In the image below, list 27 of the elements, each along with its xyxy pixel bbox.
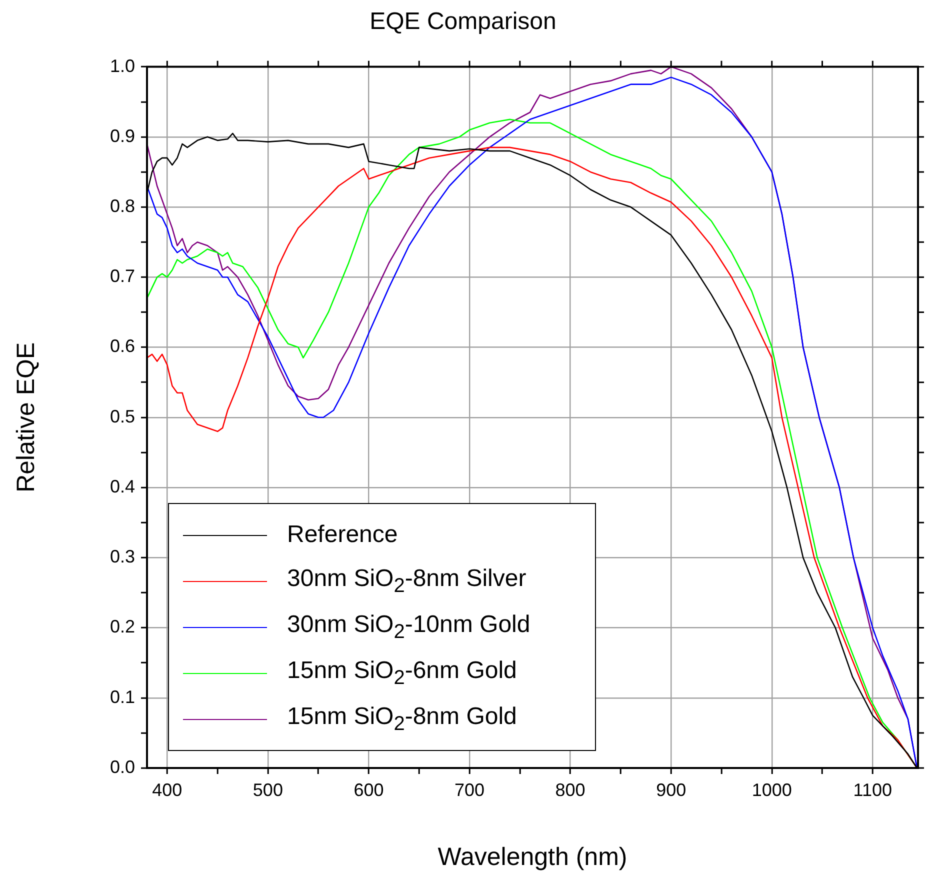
x-tick-label: 1000 — [752, 780, 792, 800]
legend-label: Reference — [287, 521, 398, 549]
y-tick-label: 1.0 — [110, 56, 135, 76]
legend-label: 15nm SiO$_{2}$-8nm Gold — [287, 702, 517, 736]
x-axis-title: Wavelength (nm) — [438, 842, 628, 871]
x-tick-label: 900 — [656, 780, 686, 800]
y-axis-title: Relative EQE — [12, 342, 40, 492]
chart-title: EQE Comparison — [370, 8, 556, 36]
y-tick-label: 0.7 — [110, 266, 135, 286]
y-tick-label: 0.3 — [110, 546, 135, 567]
y-tick-label: 0.0 — [110, 756, 135, 777]
x-tick-label: 800 — [555, 780, 586, 800]
legend-label: 30nm SiO$_{2}$-10nm Gold — [287, 610, 530, 644]
x-tick-label: 600 — [354, 780, 384, 800]
y-tick-label: 0.4 — [110, 476, 135, 496]
y-tick-label: 0.5 — [110, 406, 135, 426]
y-tick-label: 0.9 — [110, 126, 135, 146]
y-tick-label: 0.2 — [110, 616, 135, 637]
legend-label: 15nm SiO$_{2}$-6nm Gold — [287, 656, 517, 690]
x-tick-label: 400 — [152, 780, 182, 800]
y-tick-label: 0.1 — [110, 686, 135, 707]
x-tick-label: 500 — [252, 780, 283, 800]
legend-label: 30nm SiO$_{2}$-8nm Silver — [287, 564, 526, 598]
x-tick-label: 700 — [454, 780, 485, 800]
x-tick-label: 1100 — [853, 780, 892, 800]
y-tick-label: 0.8 — [110, 196, 135, 216]
y-tick-label: 0.6 — [110, 336, 135, 356]
